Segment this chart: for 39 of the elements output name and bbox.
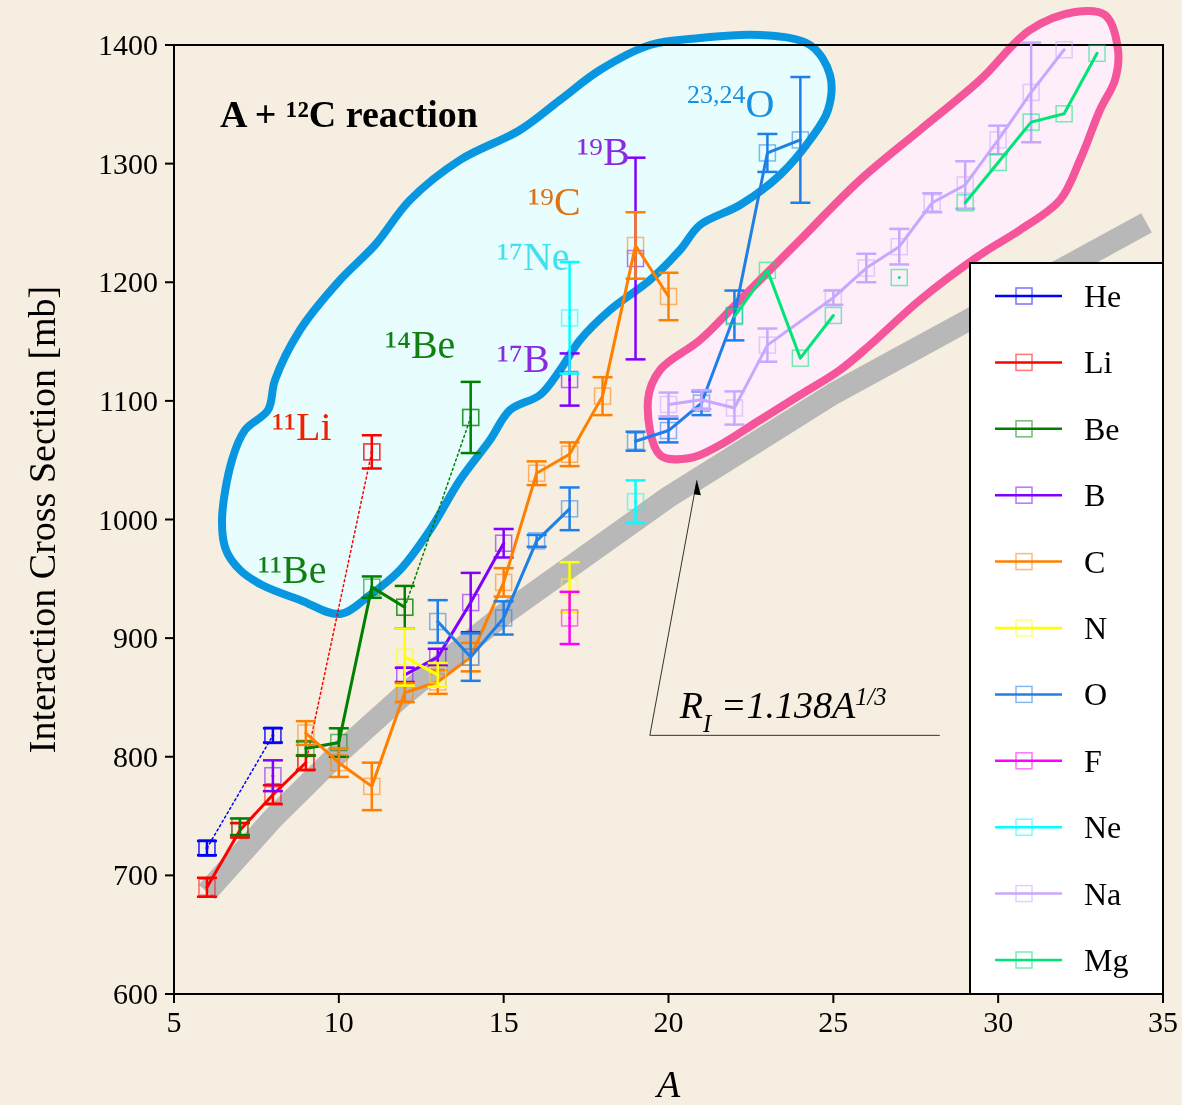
y-axis-title: Interaction Cross Section [mb] bbox=[21, 285, 63, 754]
x-tick-label: 10 bbox=[323, 1005, 354, 1038]
y-tick-label: 1200 bbox=[98, 265, 158, 299]
y-tick-label: 1400 bbox=[98, 28, 158, 61]
y-tick-label: 700 bbox=[113, 858, 158, 892]
annotation: ¹¹Be bbox=[258, 547, 327, 592]
annotation: $^{23,24}$O bbox=[687, 79, 775, 126]
x-tick-label: 5 bbox=[166, 1005, 182, 1038]
x-tick-label: 35 bbox=[1148, 1005, 1178, 1038]
legend-label: Ne bbox=[1084, 809, 1122, 846]
annotation: ¹¹Li bbox=[272, 404, 332, 449]
annotation: ¹⁴Be bbox=[385, 322, 456, 367]
legend-label: Mg bbox=[1084, 942, 1129, 978]
legend-label: O bbox=[1084, 676, 1108, 713]
annotation: ¹⁷B bbox=[497, 336, 550, 381]
legend-label: Be bbox=[1084, 410, 1120, 447]
x-axis-title: A bbox=[653, 1063, 681, 1105]
legend-label: C bbox=[1084, 543, 1106, 580]
y-tick-label: 900 bbox=[113, 621, 158, 655]
annotation: R$_{I}$ =1.138A$^{1/3}$ bbox=[678, 682, 887, 737]
y-tick-label: 1300 bbox=[98, 146, 158, 180]
x-tick-label: 20 bbox=[653, 1005, 684, 1038]
y-tick-label: 1000 bbox=[98, 502, 158, 536]
legend-label: He bbox=[1084, 278, 1122, 314]
legend-label: B bbox=[1084, 477, 1106, 514]
x-tick-label: 30 bbox=[983, 1005, 1014, 1038]
annotation: ¹⁷Ne bbox=[497, 234, 570, 279]
legend-label: Na bbox=[1084, 875, 1122, 912]
y-tick-label: 600 bbox=[113, 977, 158, 1010]
legend-label: N bbox=[1084, 610, 1108, 646]
annotation: ¹⁹B bbox=[577, 129, 630, 174]
legend-label: F bbox=[1084, 742, 1102, 779]
legend-label: Li bbox=[1084, 344, 1113, 381]
text: A + ¹²C reaction bbox=[220, 93, 478, 135]
x-tick-label: 15 bbox=[488, 1005, 519, 1038]
x-tick-label: 25 bbox=[818, 1005, 849, 1038]
annotation: ¹⁹C bbox=[528, 179, 581, 224]
y-tick-label: 800 bbox=[113, 739, 158, 773]
y-tick-label: 1100 bbox=[99, 383, 158, 417]
